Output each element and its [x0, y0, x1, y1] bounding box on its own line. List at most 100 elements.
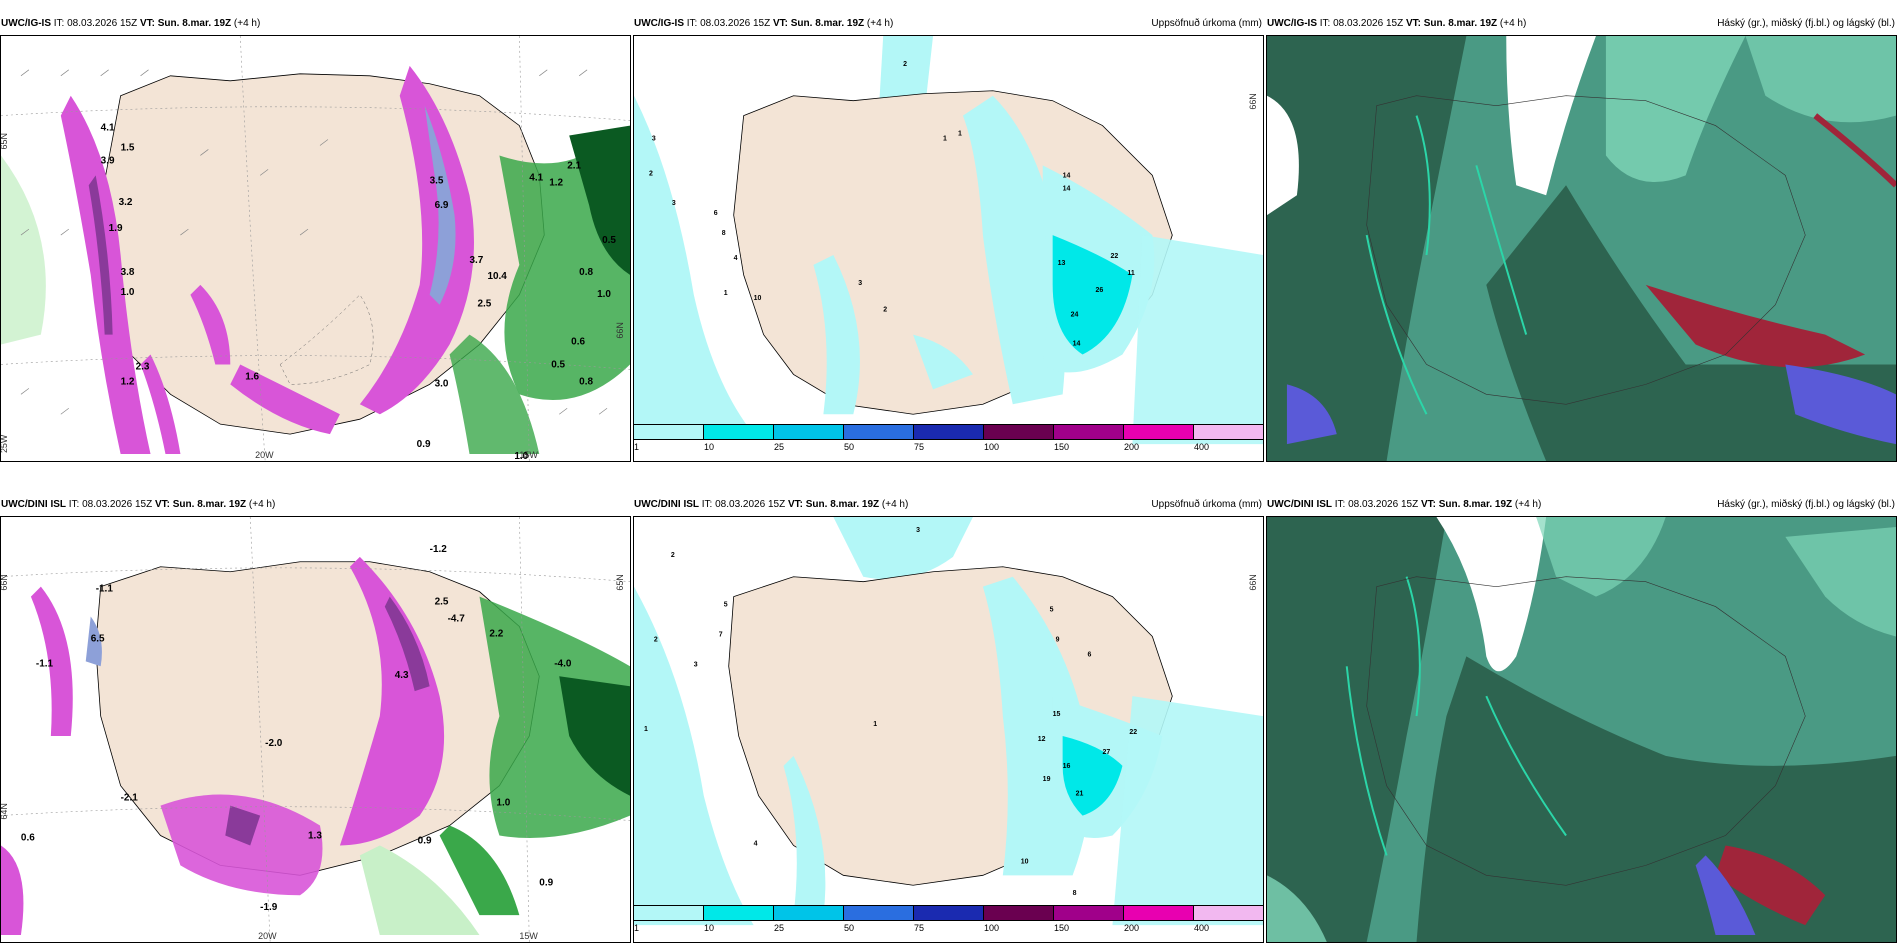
model-name: UWC/IG-IS — [1267, 18, 1317, 29]
value-label: 5 — [1050, 607, 1054, 614]
valid-time: Sun. 8.mar. 19Z — [172, 499, 247, 510]
value-label: 3.5 — [430, 175, 444, 186]
colorbar-label: 100 — [984, 442, 1000, 452]
value-label: -4.7 — [448, 614, 466, 625]
panel-dini-accum: UWC/DINI ISL IT: 08.03.2026 15Z VT: Sun.… — [633, 495, 1264, 943]
colorbar-segment — [1194, 906, 1263, 920]
value-label: 1 — [958, 131, 962, 138]
value-label: 14 — [1063, 185, 1071, 192]
value-label: -2.1 — [121, 793, 139, 804]
value-label: 26 — [1096, 287, 1104, 294]
colorbar-label: 150 — [1054, 923, 1070, 933]
value-label: 1.2 — [549, 177, 563, 188]
init-time: 08.03.2026 15Z — [67, 18, 138, 29]
value-label: 13 — [1058, 260, 1066, 267]
value-label: 1.2 — [121, 376, 135, 387]
value-label: 1 — [943, 136, 947, 143]
colorbar-segment — [984, 425, 1054, 439]
value-label: 6.5 — [91, 633, 105, 644]
grid-label: 20W — [258, 931, 277, 941]
value-label: 0.6 — [21, 832, 35, 843]
value-label: -2.0 — [265, 738, 283, 749]
valid-time: Sun. 8.mar. 19Z — [1438, 499, 1513, 510]
colorbar-segment — [634, 906, 704, 920]
grid-label: 66N — [1248, 93, 1258, 109]
panel-header: UWC/IG-IS IT: 08.03.2026 15Z VT: Sun. 8.… — [633, 14, 1264, 34]
accum-precip-map: 2 3 3 1 2 1 1 14 14 11 22 26 24 14 10 5 … — [633, 35, 1264, 462]
value-label: 0.6 — [571, 337, 585, 348]
value-label: 1 — [724, 290, 728, 297]
grid-label: 15W — [519, 450, 538, 460]
value-label: 4 — [734, 255, 738, 262]
value-label: 0.8 — [579, 267, 593, 278]
value-label: 1.3 — [308, 830, 322, 841]
panel-header: UWC/DINI ISL IT: 08.03.2026 15Z VT: Sun.… — [1, 499, 276, 510]
colorbar-label: 50 — [844, 442, 855, 452]
cloud-map — [1266, 516, 1897, 943]
panel-header: UWC/IG-IS IT: 08.03.2026 15Z VT: Sun. 8.… — [1, 18, 261, 29]
colorbar-segment — [914, 906, 984, 920]
value-label: 3 — [672, 200, 676, 207]
grid-label: 66N — [615, 322, 625, 338]
colorbar-label: 50 — [844, 923, 855, 933]
colorbar-label: 1 — [634, 923, 640, 933]
panel-title: Háský (gr.), miðský (fj.bl.) og lágský (… — [1717, 18, 1895, 29]
value-label: 3.0 — [435, 378, 449, 389]
colorbar-label: 400 — [1194, 923, 1210, 933]
colorbar-segment — [634, 425, 704, 439]
value-label: 4.3 — [395, 670, 409, 681]
value-label: 8 — [1073, 890, 1077, 897]
value-label: 1.0 — [496, 798, 510, 809]
precip-rate-map: 65N 66N 25W 20W 15W 3.5 4.1 3.9 1.5 3.2 … — [0, 35, 631, 462]
value-label: 3 — [916, 527, 920, 534]
lead-time: (+4 h) — [233, 18, 261, 29]
value-label: -4.0 — [554, 658, 572, 669]
value-label: 2.5 — [435, 597, 449, 608]
value-label: 0.5 — [602, 235, 616, 246]
grid-label: 66N — [0, 574, 9, 590]
model-name: UWC/DINI ISL — [1, 499, 66, 510]
colorbar-segment — [984, 906, 1054, 920]
init-time: 08.03.2026 15Z — [700, 18, 771, 29]
colorbar-label: 25 — [774, 923, 785, 933]
accum-precip-map: 3 2 2 1 5 9 6 12 15 16 19 22 27 21 10 8 … — [633, 516, 1264, 943]
grid-label: 66N — [1248, 574, 1258, 590]
valid-time: Sun. 8.mar. 19Z — [805, 499, 880, 510]
lead-time: (+4 h) — [866, 18, 894, 29]
value-label: 10 — [1021, 858, 1029, 865]
value-label: 22 — [1110, 253, 1118, 260]
panel-dini-precip-rate: UWC/DINI ISL IT: 08.03.2026 15Z VT: Sun.… — [0, 495, 631, 943]
colorbar-label: 10 — [704, 442, 715, 452]
colorbar-segment — [1124, 906, 1194, 920]
value-label: 19 — [1043, 776, 1051, 783]
init-time: 08.03.2026 15Z — [1333, 18, 1404, 29]
accum-colorbar — [633, 424, 1264, 440]
value-label: 3.8 — [121, 267, 135, 278]
value-label: 3 — [858, 280, 862, 287]
colorbar-segment — [704, 906, 774, 920]
value-label: 2 — [654, 636, 658, 643]
value-label: 3 — [694, 661, 698, 668]
colorbar-label: 200 — [1124, 442, 1140, 452]
value-label: 2 — [903, 61, 907, 68]
value-label: 15 — [1053, 711, 1061, 718]
value-label: 3.9 — [101, 155, 115, 166]
value-label: 5 — [724, 602, 728, 609]
panel-title: Uppsöfnuð úrkoma (mm) — [1151, 18, 1262, 29]
value-label: 4.1 — [529, 172, 543, 183]
grid-label: 20W — [255, 450, 274, 460]
value-label: 7 — [719, 631, 723, 638]
value-label: 21 — [1076, 791, 1084, 798]
colorbar-segment — [774, 906, 844, 920]
value-label: 2.1 — [567, 160, 581, 171]
value-label: 2 — [649, 170, 653, 177]
value-label: 6 — [1088, 651, 1092, 658]
value-label: 3 — [652, 136, 656, 143]
value-label: 2 — [883, 307, 887, 314]
init-time: 08.03.2026 15Z — [715, 499, 786, 510]
grid-label: 64N — [0, 803, 9, 819]
value-label: 1.0 — [514, 451, 528, 462]
value-label: 3.2 — [119, 197, 133, 208]
value-label: 22 — [1129, 729, 1137, 736]
value-label: 8 — [722, 230, 726, 237]
